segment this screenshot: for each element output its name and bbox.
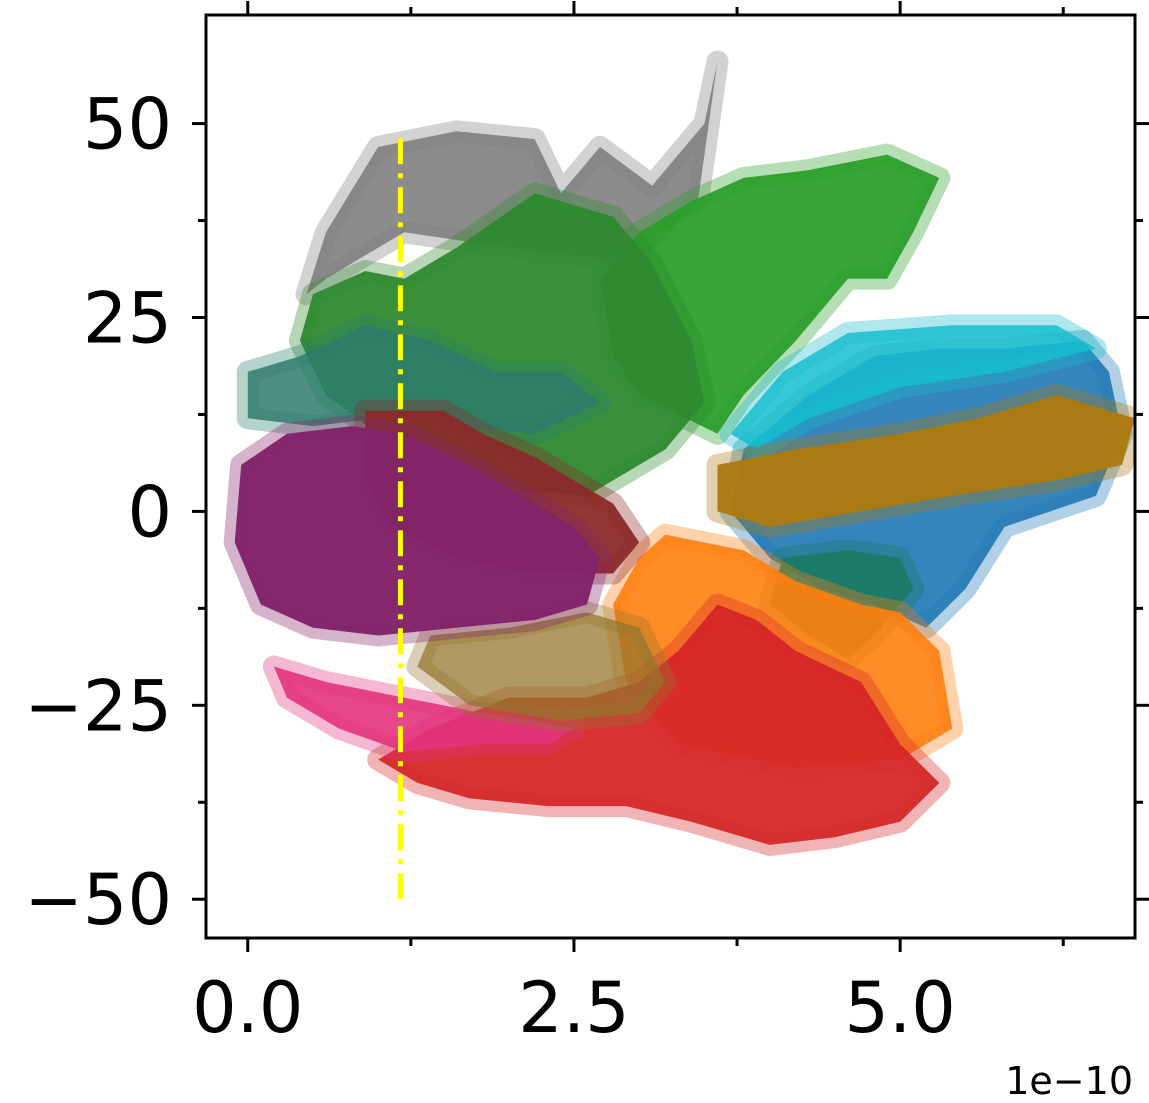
y-tick-label-1: 50 [83, 84, 172, 166]
series-cloud-14 [223, 415, 611, 647]
x-tick-label-1: 0.0 [192, 967, 303, 1049]
y-tick-label-4: −25 [24, 665, 172, 747]
series-cloud-11 [406, 601, 677, 732]
tick-label-layer: 0.0 2.5 5.0 50 25 0 −25 −50 [24, 84, 956, 1049]
plot-frame [204, 13, 1137, 940]
x-tick-label-2: 2.5 [518, 967, 629, 1049]
series-cloud-5 [719, 314, 1107, 461]
x-tick-label-3: 5.0 [844, 967, 955, 1049]
y-tick-label-3: 0 [127, 471, 172, 553]
series-cloud-6 [706, 384, 1135, 538]
series-layer [223, 50, 1135, 856]
x-offset-label: 1e−10 [1005, 1059, 1133, 1103]
series-cloud-10 [262, 655, 585, 763]
series-cloud-12 [236, 314, 611, 445]
y-tick-label-2: 25 [83, 277, 172, 359]
y-tick-label-5: −50 [24, 859, 172, 941]
